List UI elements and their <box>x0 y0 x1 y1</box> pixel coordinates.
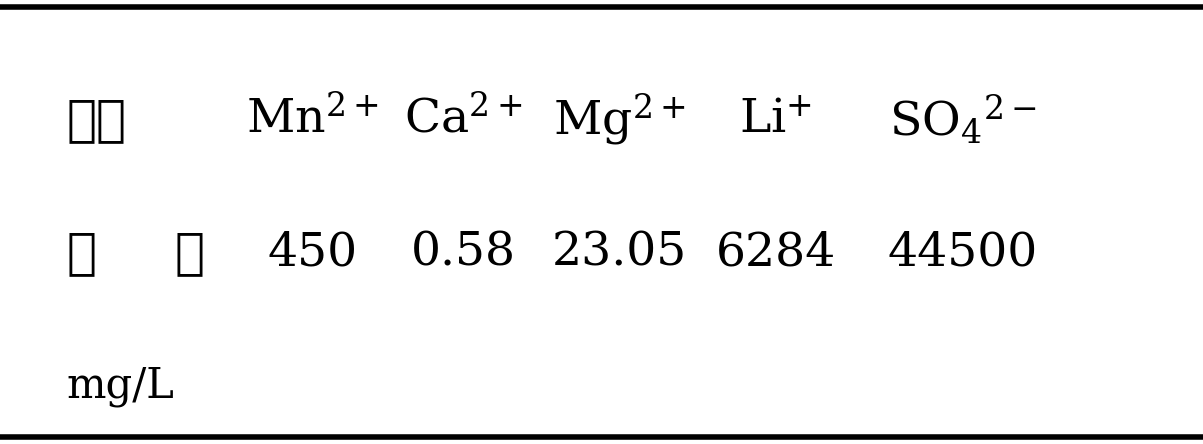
Text: Ca$^{2+}$: Ca$^{2+}$ <box>404 97 522 143</box>
Text: 450: 450 <box>268 230 357 276</box>
Text: Li$^{+}$: Li$^{+}$ <box>740 97 812 143</box>
Text: 23.05: 23.05 <box>552 230 687 276</box>
Text: 44500: 44500 <box>888 230 1037 276</box>
Text: 离子: 离子 <box>66 96 126 144</box>
Text: 度: 度 <box>174 229 205 277</box>
Text: 浓: 浓 <box>66 229 96 277</box>
Text: mg/L: mg/L <box>66 365 174 407</box>
Text: Mg$^{2+}$: Mg$^{2+}$ <box>553 92 686 148</box>
Text: 0.58: 0.58 <box>410 230 516 276</box>
Text: Mn$^{2+}$: Mn$^{2+}$ <box>247 97 379 143</box>
Text: SO$_4$$^{2-}$: SO$_4$$^{2-}$ <box>889 93 1036 147</box>
Text: 6284: 6284 <box>716 230 836 276</box>
